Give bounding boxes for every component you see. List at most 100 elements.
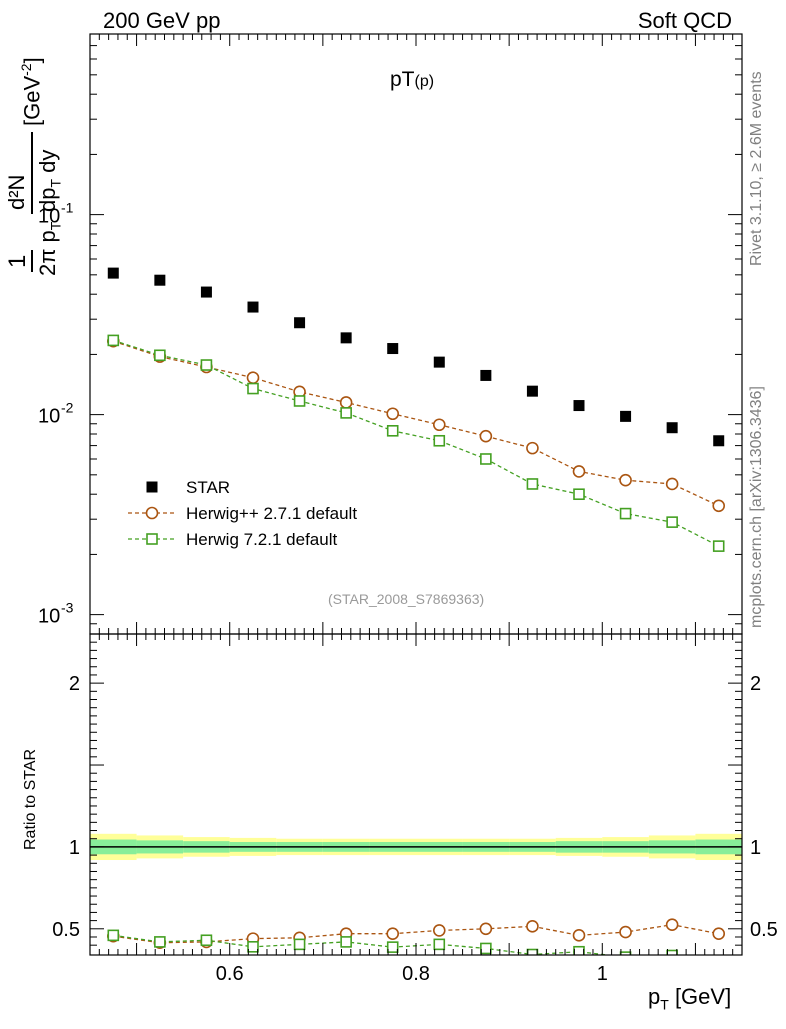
- data-point: [247, 301, 259, 313]
- y-tick-label: 10: [38, 606, 60, 628]
- data-point: [340, 936, 352, 948]
- data-point: [339, 396, 353, 409]
- header-left: 200 GeV pp: [103, 8, 221, 33]
- data-point: [712, 927, 726, 941]
- data-point: [526, 478, 539, 490]
- data-point: [200, 286, 212, 298]
- x-axis-label-sub: T: [660, 996, 669, 1013]
- analysis-id: (STAR_2008_S7869363): [328, 591, 485, 607]
- header-right: Soft QCD: [637, 8, 732, 33]
- data-point: [154, 274, 166, 286]
- data-point: [246, 371, 260, 384]
- ylabel-dy: dy: [35, 149, 60, 173]
- x-axis-label-unit: [GeV]: [674, 984, 732, 1009]
- data-point: [107, 334, 120, 347]
- data-point: [386, 927, 400, 941]
- y-tick-label: 10: [38, 406, 60, 428]
- ylabel-frac-bar: [31, 132, 33, 214]
- ylabel-one: 1: [4, 254, 31, 268]
- ylabel-unit-exp: -2: [18, 63, 34, 76]
- ylabel-unit: [GeV-2]: [18, 57, 45, 126]
- legend-label: Herwig 7.2.1 default: [186, 530, 337, 549]
- data-point: [293, 938, 306, 951]
- data-point: [665, 477, 679, 491]
- ratio-y-tick-label: 2: [69, 673, 80, 695]
- data-point: [712, 540, 725, 552]
- data-point: [526, 920, 539, 933]
- data-point: [340, 332, 352, 344]
- data-point: [619, 951, 632, 955]
- main-series-herwig-7-2-1-default: [107, 334, 725, 552]
- data-point: [107, 267, 119, 279]
- data-point: [433, 938, 446, 951]
- y-tick-label-exponent: -1: [61, 200, 74, 216]
- x-axis-label: pT [GeV]: [648, 984, 731, 1012]
- data-point: [665, 918, 679, 932]
- ratio-y-tick-label: 0.5: [52, 919, 80, 941]
- data-point: [200, 359, 213, 371]
- data-point: [666, 422, 678, 434]
- main-series-star: [107, 267, 725, 447]
- data-point: [619, 925, 632, 939]
- data-point: [479, 922, 493, 936]
- ratio-y-tick-label-right: 1: [750, 837, 761, 859]
- data-point: [386, 407, 400, 421]
- data-point: [713, 435, 725, 447]
- series-line: [113, 339, 720, 547]
- data-point: [619, 473, 632, 487]
- data-point: [573, 488, 585, 501]
- data-point: [432, 418, 446, 432]
- data-point: [293, 395, 306, 407]
- ylabel-dp: dp: [35, 187, 60, 212]
- ratio-y-tick-label-right: 2: [750, 673, 761, 695]
- data-point: [154, 349, 166, 362]
- data-point: [107, 929, 120, 942]
- data-point: [433, 356, 445, 368]
- data-point: [573, 400, 585, 412]
- data-point: [433, 434, 446, 447]
- x-axis-label-main: p: [648, 984, 661, 1009]
- ylabel-unit-text: [GeV: [19, 75, 45, 126]
- y-tick-label-exponent: -3: [61, 600, 74, 616]
- ylabel-one-bar: [31, 250, 33, 272]
- x-tick-label: 0.8: [402, 963, 430, 985]
- data-point: [666, 949, 678, 955]
- ylabel-two-pi-p: 2π pT: [35, 222, 63, 276]
- ylabel-dp-dy: dpT dy: [35, 150, 63, 212]
- data-point: [145, 506, 159, 520]
- y-tick-label-exponent: -2: [61, 400, 74, 416]
- data-point: [480, 369, 492, 381]
- data-point: [712, 499, 726, 513]
- legend: STAR Herwig++ 2.7.1 default Herwig 7.2.1 d…: [128, 478, 357, 549]
- legend-label: Herwig++ 2.7.1 default: [186, 504, 357, 523]
- x-ticks: 0.6 0.8 1: [89, 34, 743, 985]
- ylabel-denominator: 2π p: [35, 230, 60, 276]
- data-point: [154, 936, 166, 948]
- ylabel-sub-t: T: [47, 221, 64, 231]
- data-point: [247, 382, 259, 395]
- data-point: [200, 934, 213, 947]
- data-point: [666, 516, 678, 528]
- data-point: [340, 407, 352, 419]
- rivet-version: Rivet 3.1.10, ≥ 2.6M events: [748, 71, 765, 266]
- data-point: [146, 533, 158, 545]
- data-point: [620, 410, 632, 422]
- data-point: [480, 942, 492, 955]
- legend-label: STAR: [186, 478, 230, 497]
- data-point: [432, 924, 446, 937]
- data-point: [572, 465, 586, 478]
- ylabel-unit-close: ]: [19, 57, 45, 64]
- data-point: [572, 929, 586, 942]
- plot-title: pT(p): [390, 68, 434, 92]
- data-point: [714, 957, 724, 967]
- data-point: [146, 481, 158, 493]
- data-point: [387, 343, 399, 355]
- data-point: [247, 941, 259, 953]
- x-tick-label: 1: [597, 963, 608, 985]
- y-tick-label: 10: [38, 206, 60, 228]
- data-point: [294, 317, 306, 329]
- ratio-y-tick-label-right: 0.5: [750, 919, 778, 941]
- ratio-y-tick-label: 1: [69, 837, 80, 859]
